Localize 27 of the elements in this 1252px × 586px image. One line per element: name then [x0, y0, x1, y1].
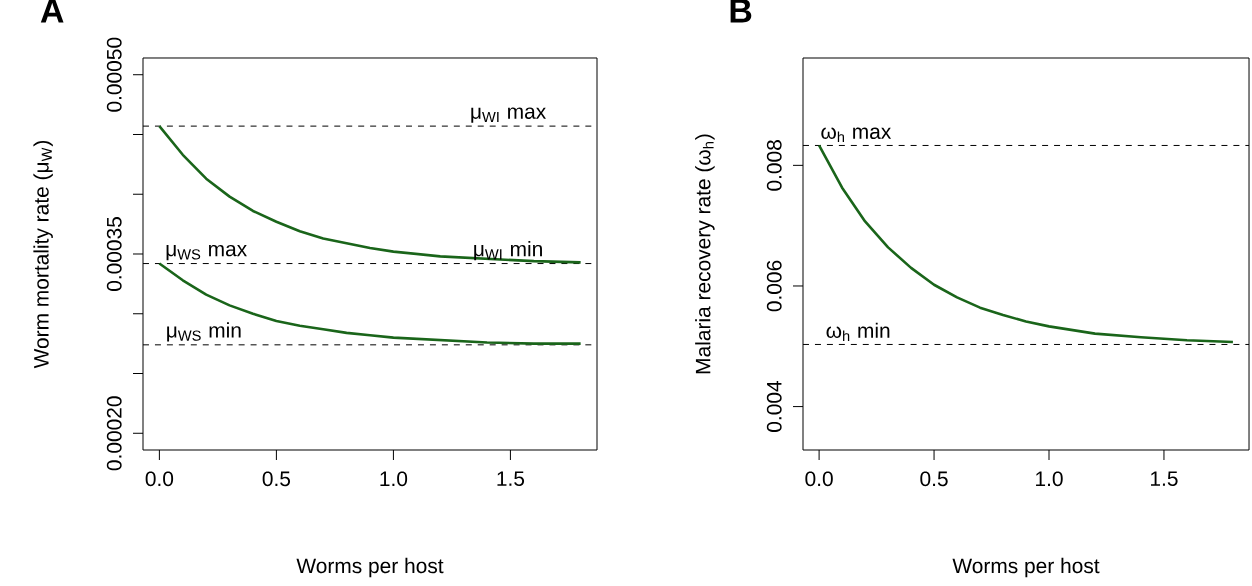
- annotation: μ$_{WS}$ min: [167, 322, 241, 342]
- x-tick-label: 0.0: [145, 471, 174, 487]
- x-tick-label: 0.0: [805, 471, 833, 487]
- x-tick-label: 1.0: [1036, 471, 1063, 487]
- y-tick-label: 0.00050: [106, 37, 122, 112]
- y-axis-title: Malaria recovery rate (ω$_{h}$): [695, 134, 715, 374]
- chart-title: A: [40, 0, 64, 23]
- x-tick-label: 1.5: [1151, 471, 1178, 486]
- y-tick-label: 0.00035: [106, 217, 122, 291]
- annotation: μ$_{WS}$ max: [166, 244, 247, 261]
- x-axis-title: Worms per host: [296, 557, 444, 578]
- line-series: [817, 144, 1235, 344]
- x-tick-label: 1.0: [380, 471, 408, 487]
- x-axis-title: Worms per host: [952, 557, 1100, 578]
- annotation: ω$_{h}$ max: [821, 127, 892, 143]
- annotation: μ$_{WI}$ min: [474, 240, 542, 261]
- annotation: μ$_{WI}$ max: [471, 107, 546, 123]
- y-tick-label: 0.00020: [106, 396, 122, 471]
- y-tick-label: 0.004: [766, 381, 782, 432]
- x-tick-label: 0.5: [920, 471, 948, 487]
- y-axis-title: Worm mortality rate (μ$_{W}$): [33, 140, 53, 369]
- x-tick-label: 1.5: [497, 471, 525, 486]
- y-tick-label: 0.006: [766, 260, 782, 312]
- chart-title: B: [730, 0, 752, 23]
- x-tick-label: 0.5: [262, 471, 291, 487]
- annotation: ω$_{h}$ min: [826, 322, 890, 342]
- y-tick-label: 0.008: [766, 140, 782, 191]
